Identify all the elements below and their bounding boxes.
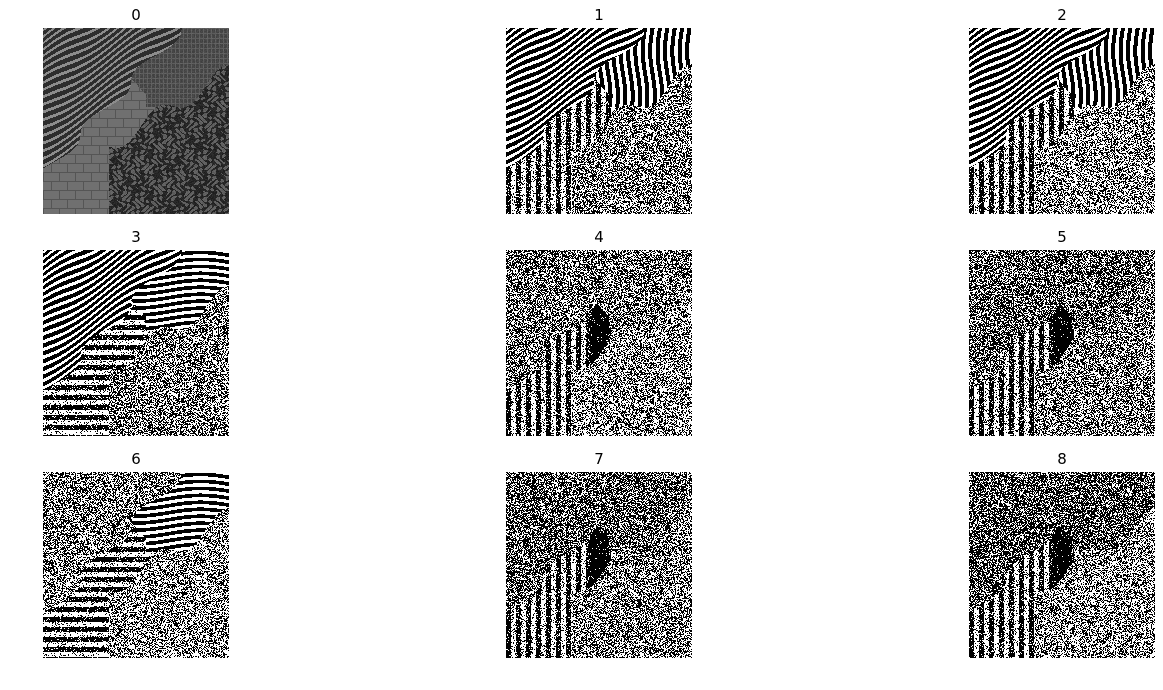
panel-image-7	[506, 472, 692, 658]
panel-title-7: 7	[594, 450, 604, 468]
panel-title-4: 4	[594, 228, 604, 246]
panel-image-8	[969, 472, 1155, 658]
panel-title-8: 8	[1057, 450, 1067, 468]
panel-image-2	[969, 28, 1155, 214]
panel-image-1	[506, 28, 692, 214]
panel-title-0: 0	[131, 6, 141, 24]
panel-title-5: 5	[1057, 228, 1067, 246]
panel-title-6: 6	[131, 450, 141, 468]
panel-title-1: 1	[594, 6, 604, 24]
panel-image-5	[969, 250, 1155, 436]
panel-image-4	[506, 250, 692, 436]
panel-title-3: 3	[131, 228, 141, 246]
panel-image-3	[43, 250, 229, 436]
panel-image-6	[43, 472, 229, 658]
panel-image-0	[43, 28, 229, 214]
panel-title-2: 2	[1057, 6, 1067, 24]
